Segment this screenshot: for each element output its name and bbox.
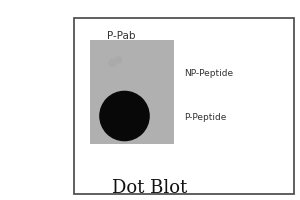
Bar	[74, 18, 294, 194]
Ellipse shape	[100, 91, 149, 141]
Text: P-Pab: P-Pab	[106, 31, 135, 41]
Ellipse shape	[116, 57, 122, 63]
Text: Dot Blot: Dot Blot	[112, 179, 188, 197]
Text: P-Peptide: P-Peptide	[184, 112, 227, 121]
Ellipse shape	[109, 59, 116, 67]
Text: NP-Peptide: NP-Peptide	[184, 68, 234, 77]
Bar	[90, 40, 174, 144]
